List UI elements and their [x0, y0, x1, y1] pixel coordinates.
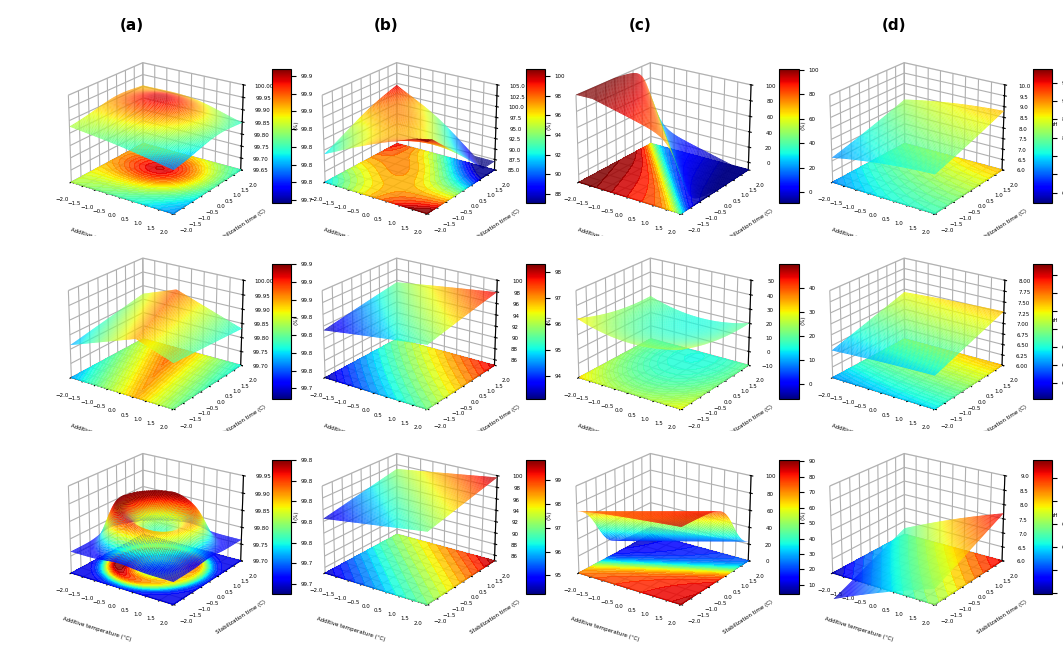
Y-axis label: Stabilization time (C): Stabilization time (C): [215, 600, 267, 635]
Y-axis label: Stabilization time (C): Stabilization time (C): [723, 208, 774, 245]
Text: (a): (a): [120, 19, 145, 34]
X-axis label: Additive content (%): Additive content (%): [831, 423, 887, 444]
Y-axis label: Stabilization time (C): Stabilization time (C): [723, 600, 774, 635]
X-axis label: Additive temperature (°C): Additive temperature (°C): [63, 616, 132, 642]
Text: (b): (b): [373, 19, 399, 34]
Y-axis label: Stabilization time (C): Stabilization time (C): [215, 208, 267, 245]
X-axis label: Additive content (%): Additive content (%): [831, 228, 887, 249]
X-axis label: Additive content (%): Additive content (%): [323, 228, 378, 249]
Y-axis label: Stabilization time (C): Stabilization time (C): [215, 404, 267, 440]
Y-axis label: Stabilization time (C): Stabilization time (C): [469, 600, 520, 635]
Y-axis label: Stabilization time (C): Stabilization time (C): [469, 208, 520, 245]
X-axis label: Additive temperature (°C): Additive temperature (°C): [316, 616, 386, 642]
X-axis label: Additive content (%): Additive content (%): [577, 423, 632, 444]
Text: (d): (d): [881, 19, 906, 34]
Y-axis label: Stabilization time (C): Stabilization time (C): [723, 404, 774, 440]
X-axis label: Additive content (%): Additive content (%): [323, 423, 378, 444]
X-axis label: Additive content (%): Additive content (%): [70, 423, 124, 444]
Y-axis label: Stabilization time (C): Stabilization time (C): [469, 404, 520, 440]
Y-axis label: Stabilization time (C): Stabilization time (C): [977, 208, 1028, 245]
Text: (c): (c): [628, 19, 652, 34]
Y-axis label: Stabilization time (C): Stabilization time (C): [977, 600, 1028, 635]
X-axis label: Additive content (%): Additive content (%): [70, 228, 124, 249]
X-axis label: Additive temperature (°C): Additive temperature (°C): [824, 616, 894, 642]
X-axis label: Additive temperature (°C): Additive temperature (°C): [570, 616, 640, 642]
Y-axis label: Stabilization time (C): Stabilization time (C): [977, 404, 1028, 440]
X-axis label: Additive content (%): Additive content (%): [577, 228, 632, 249]
